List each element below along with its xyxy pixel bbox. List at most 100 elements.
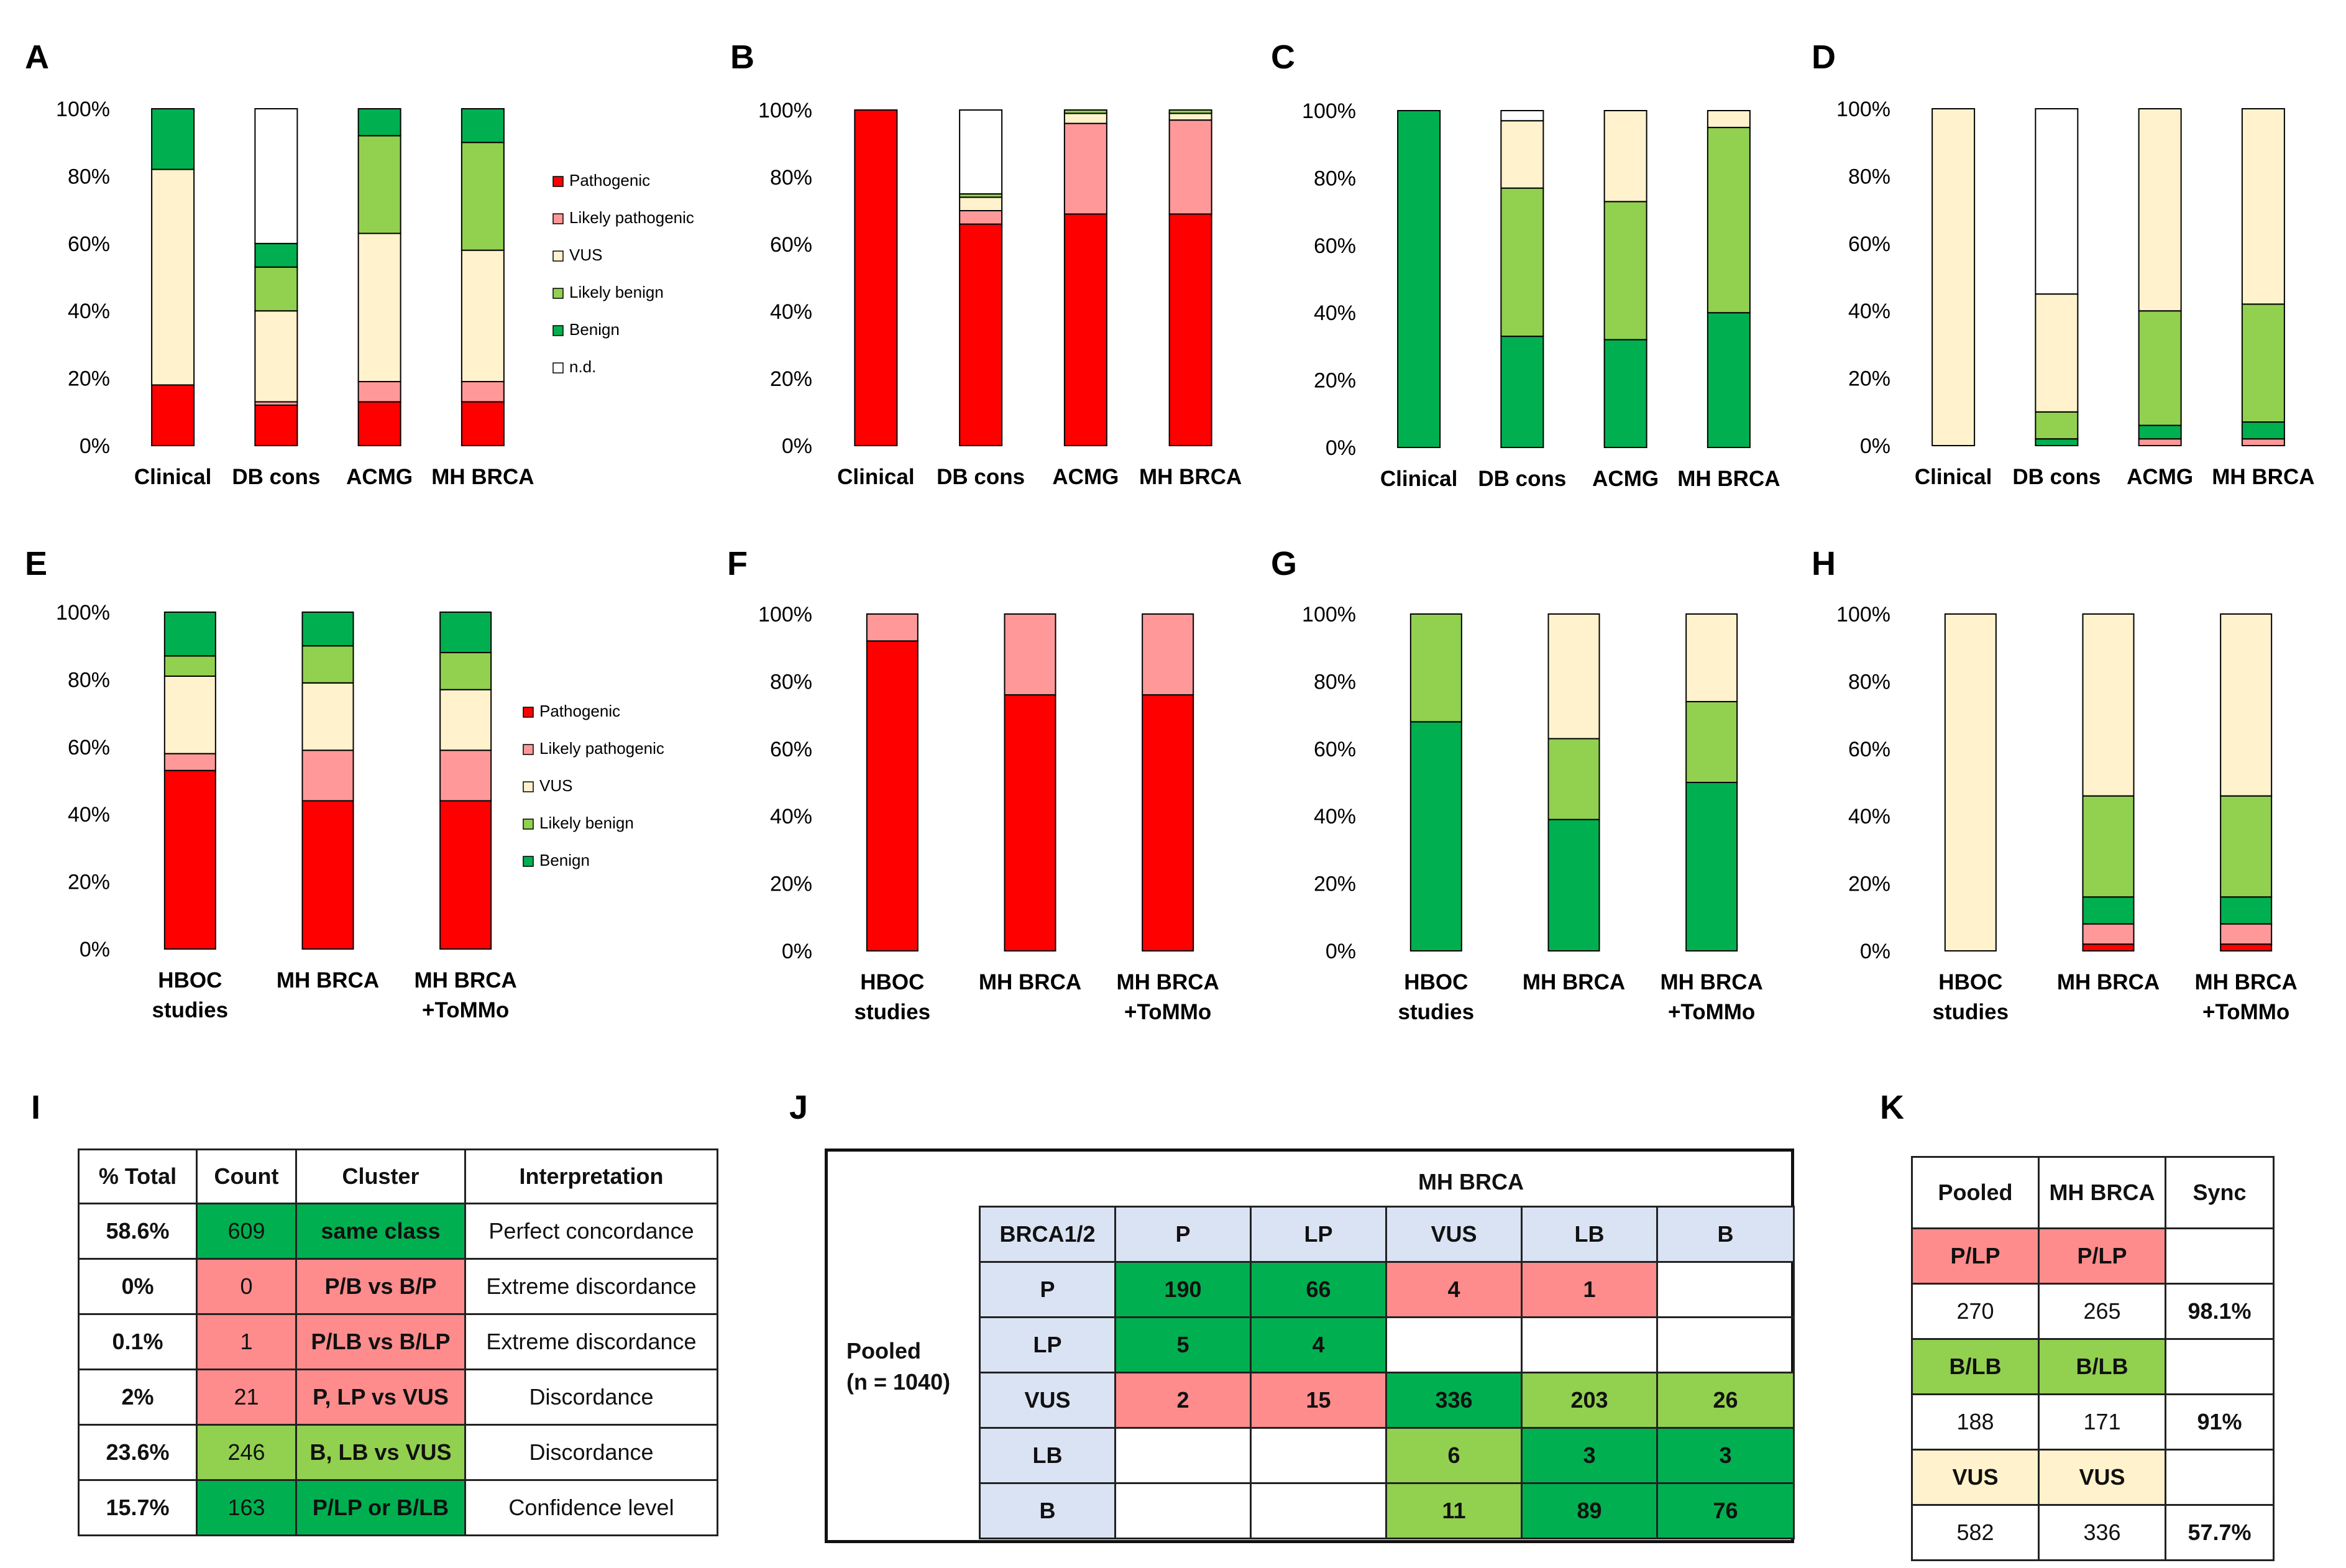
bar-segment-benign bbox=[1500, 336, 1544, 449]
x-tick-label: MH BRCA bbox=[1139, 465, 1242, 489]
matrix-cell bbox=[1385, 1316, 1523, 1373]
bar-segment-likely-benign bbox=[460, 142, 505, 251]
bar-segment-likely-benign bbox=[2241, 303, 2285, 423]
chart-g: G 0% 20% 40% 60% 80% 100% HBOC studies MH BRCA MH … bbox=[1271, 545, 1763, 1024]
interpretation-cell: Extreme discordance bbox=[464, 1313, 718, 1370]
row-header: B bbox=[979, 1482, 1116, 1539]
sync-cell: 98.1% bbox=[2165, 1283, 2275, 1340]
y-tick-label: 20% bbox=[770, 873, 812, 896]
matrix-cell: 3 bbox=[1521, 1427, 1658, 1484]
bar-segment-benign bbox=[2035, 438, 2079, 446]
bar-segment-benign bbox=[1409, 721, 1462, 951]
x-tick-label: HBOC studies bbox=[1398, 970, 1475, 1024]
count-cell: 1 bbox=[196, 1313, 297, 1370]
bar-segment-benign bbox=[163, 612, 216, 657]
matrix-cell: 26 bbox=[1656, 1372, 1795, 1429]
matrix-cell: 4 bbox=[1250, 1316, 1387, 1373]
table-j-side-label: Pooled bbox=[846, 1338, 922, 1364]
x-tick-label: DB cons bbox=[232, 465, 320, 489]
bar-segment-likely-pathogenic bbox=[163, 753, 216, 771]
panel-label-g: G bbox=[1271, 545, 1297, 582]
bar-segment-benign bbox=[1685, 782, 1738, 951]
x-tick-label: ACMG bbox=[346, 465, 413, 489]
bar-segment-benign bbox=[1547, 818, 1600, 951]
empty-cell bbox=[2165, 1227, 2275, 1285]
y-tick-label: 60% bbox=[68, 736, 110, 759]
bar-segment-vus bbox=[2220, 613, 2273, 797]
chart-d: D 0% 20% 40% 60% 80% 100% Clinical DB cons ACMG MH… bbox=[1812, 39, 2315, 489]
column-header: P bbox=[1114, 1206, 1252, 1263]
bar-segment-vus bbox=[301, 682, 354, 751]
matrix-cell bbox=[1250, 1427, 1387, 1484]
y-tick-label: 80% bbox=[1848, 165, 1890, 188]
row-header: VUS bbox=[979, 1372, 1116, 1429]
y-tick-label: 0% bbox=[782, 434, 812, 458]
legend-swatch bbox=[552, 288, 564, 299]
count-cell: 609 bbox=[196, 1203, 297, 1260]
x-tick-label: DB cons bbox=[937, 465, 1025, 489]
bar-segment-pathogenic bbox=[866, 640, 919, 951]
interpretation-cell: Discordance bbox=[464, 1424, 718, 1481]
bar-segment-n-d- bbox=[959, 109, 1003, 195]
x-tick-label: MH BRCA +ToMMo bbox=[1117, 970, 1219, 1024]
pct-total-cell: 0.1% bbox=[78, 1313, 198, 1370]
column-header: % Total bbox=[78, 1148, 198, 1204]
legend-label: VUS bbox=[569, 245, 602, 264]
bar-segment-pathogenic bbox=[854, 109, 898, 446]
bar-segment-vus bbox=[163, 675, 216, 754]
x-tick-label: HBOC studies bbox=[855, 970, 931, 1024]
x-tick-label: MH BRCA bbox=[431, 465, 534, 489]
matrix-cell: 6 bbox=[1385, 1427, 1523, 1484]
y-tick-label: 40% bbox=[770, 300, 812, 324]
bar-segment-benign bbox=[1707, 312, 1751, 449]
y-tick-label: 80% bbox=[68, 668, 110, 692]
legend: Pathogenic Likely pathogenic VUS Likely ben… bbox=[523, 702, 664, 869]
panel-label-c: C bbox=[1271, 39, 1295, 76]
column-header: LB bbox=[1521, 1206, 1658, 1263]
bar-segment-benign bbox=[1397, 110, 1441, 448]
mh-brca-count-cell: 265 bbox=[2038, 1283, 2166, 1340]
interpretation-cell: Extreme discordance bbox=[464, 1258, 718, 1315]
table-k: Pooled MH BRCA Sync P/LP P/LP 270 265 98.1% B/LB… bbox=[1911, 1156, 2275, 1561]
bar-segment-vus bbox=[254, 310, 298, 403]
bar-segment-pathogenic bbox=[959, 223, 1003, 446]
y-tick-label: 100% bbox=[56, 98, 110, 121]
y-tick-label: 80% bbox=[770, 670, 812, 694]
bar-segment-vus bbox=[1168, 112, 1212, 121]
column-header: MH BRCA bbox=[2038, 1156, 2166, 1229]
legend-label: Likely pathogenic bbox=[569, 208, 694, 227]
y-tick-label: 40% bbox=[1314, 301, 1356, 325]
x-tick-label: Clinical bbox=[1380, 467, 1457, 491]
row-header: LP bbox=[979, 1316, 1116, 1373]
table-row: 0% 0 P/B vs B/P Extreme discordance bbox=[78, 1258, 718, 1315]
bar-segment-benign bbox=[254, 242, 298, 268]
legend-swatch bbox=[552, 213, 564, 224]
panel-label-e: E bbox=[25, 545, 47, 582]
bar-segment-vus bbox=[1500, 120, 1544, 189]
matrix-cell: 2 bbox=[1114, 1372, 1252, 1429]
class-label-cell: P/LP bbox=[2038, 1227, 2166, 1285]
chart-a: A 0% 20% 40% 60% 80% 100% Clinical DB cons ACMG MH… bbox=[25, 39, 694, 489]
y-tick-label: 20% bbox=[1848, 873, 1890, 896]
legend-label: Likely pathogenic bbox=[539, 739, 664, 758]
sync-cell: 91% bbox=[2165, 1393, 2275, 1451]
bar-segment-vus bbox=[1685, 613, 1738, 702]
interpretation-cell: Perfect concordance bbox=[464, 1203, 718, 1260]
y-tick-label: 60% bbox=[1314, 738, 1356, 761]
bar-segment-vus bbox=[151, 168, 195, 386]
x-tick-label: MH BRCA +ToMMo bbox=[415, 968, 517, 1022]
x-tick-label: DB cons bbox=[2012, 465, 2101, 489]
pct-total-cell: 2% bbox=[78, 1369, 198, 1426]
chart-h: H 0% 20% 40% 60% 80% 100% HBOC studies MH BRCA MH … bbox=[1812, 545, 2298, 1024]
bar-segment-likely-benign bbox=[1168, 109, 1212, 114]
table-row: P 190 66 4 1 bbox=[979, 1261, 1795, 1318]
table-row: 2% 21 P, LP vs VUS Discordance bbox=[78, 1369, 718, 1426]
class-label-cell: P/LP bbox=[1911, 1227, 2040, 1285]
bar-segment-pathogenic bbox=[163, 769, 216, 950]
legend-label: Pathogenic bbox=[569, 171, 650, 190]
bar-segment-pathogenic bbox=[357, 401, 401, 446]
bar-segment-vus bbox=[1707, 110, 1751, 129]
y-tick-label: 20% bbox=[68, 367, 110, 391]
matrix-cell: 89 bbox=[1521, 1482, 1658, 1539]
x-tick-label: DB cons bbox=[1478, 467, 1566, 491]
